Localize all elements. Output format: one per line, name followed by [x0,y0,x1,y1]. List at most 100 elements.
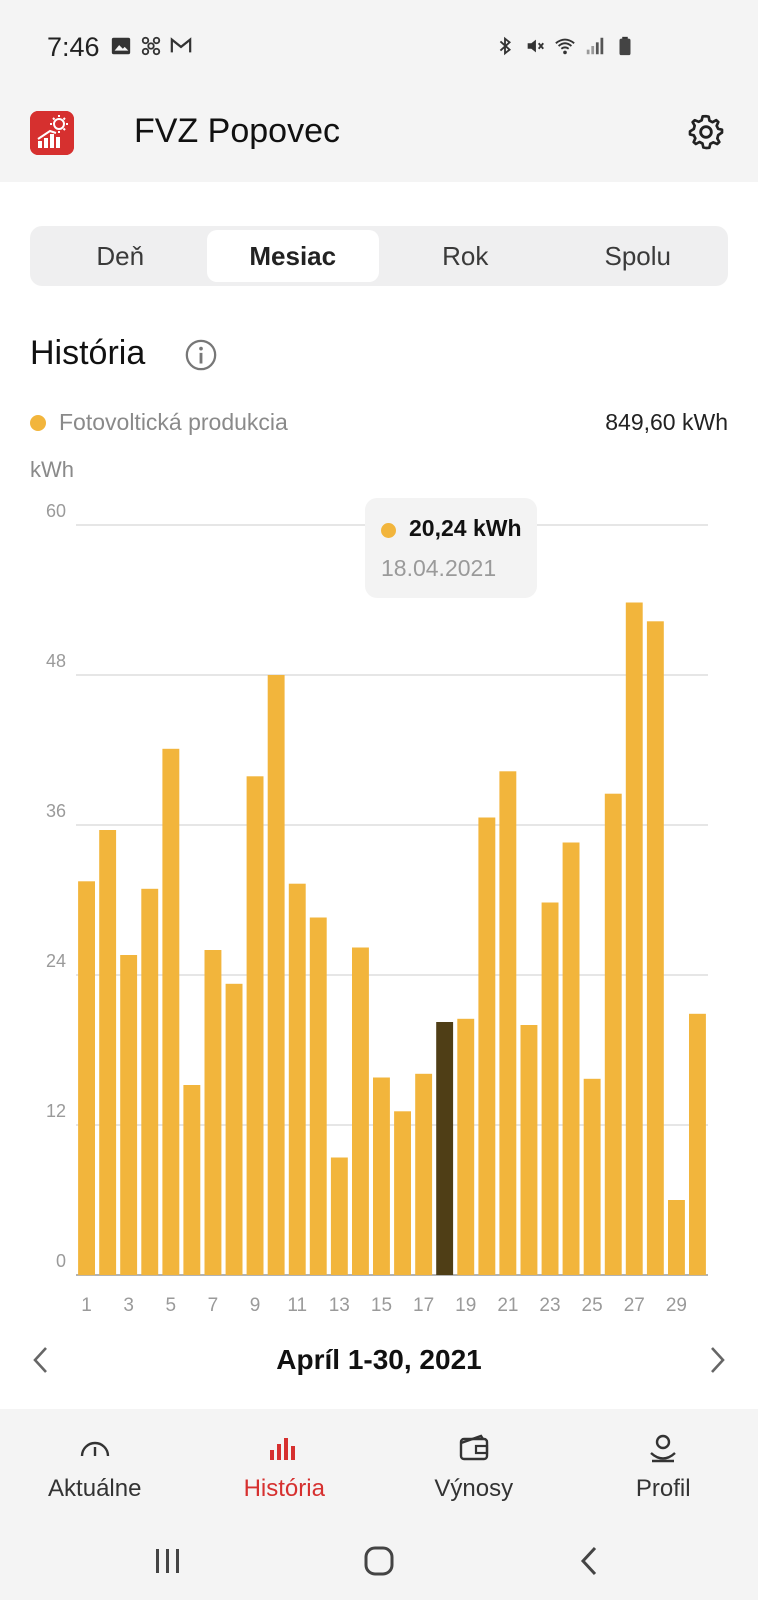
x-tick-label: 17 [413,1295,434,1315]
x-tick-label: 29 [666,1295,687,1315]
bar-day-4[interactable] [141,888,159,1276]
section-title: História [30,334,146,372]
pinwheel-icon [141,36,161,56]
bar-day-16[interactable] [394,1111,411,1276]
bar-day-3[interactable] [120,955,138,1275]
home-icon[interactable] [359,1541,399,1581]
settings-gear-icon[interactable] [686,112,726,152]
status-right-icons [494,34,636,58]
previous-period-chevron-left-icon[interactable] [26,1340,56,1380]
mute-icon [527,39,544,53]
y-tick-label: 12 [46,1101,66,1121]
nav-item-aktualne[interactable]: Aktuálne [0,1409,190,1529]
nav-item-historia[interactable]: História [190,1409,380,1529]
y-tick-label: 24 [46,951,66,971]
bar-day-28[interactable] [646,621,664,1275]
bar-day-1[interactable] [78,881,95,1276]
period-tabs: Deň Mesiac Rok Spolu [30,226,728,286]
x-tick-label: 21 [497,1295,518,1315]
y-tick-label: 60 [46,501,66,521]
back-icon[interactable] [570,1541,610,1581]
period-label: Apríl 1-30, 2021 [276,1344,482,1375]
wallet-icon [459,1434,488,1461]
bar-day-24[interactable] [562,842,580,1276]
app-logo-icon [30,111,74,155]
status-time: 7:46 [47,32,100,62]
y-tick-label: 0 [56,1251,66,1271]
x-tick-label: 25 [582,1295,603,1315]
bar-day-5[interactable] [162,748,180,1276]
next-period-chevron-right-icon[interactable] [702,1340,732,1380]
bar-day-19[interactable] [457,1018,475,1276]
y-tick-labels: 0 12 24 36 48 60 [46,501,66,1271]
x-tick-label: 11 [287,1295,307,1315]
x-tick-label: 5 [166,1295,177,1315]
x-tick-label: 23 [539,1295,560,1315]
signal-icon [586,37,604,55]
bar-day-30[interactable] [689,1013,706,1276]
bar-day-22[interactable] [520,1025,538,1275]
nav-label-profil: Profil [635,1475,691,1502]
x-tick-label: 15 [371,1295,392,1315]
bar-day-6[interactable] [183,1085,201,1275]
wifi-icon [555,38,575,55]
nav-label-aktualne: Aktuálne [48,1475,142,1502]
tooltip-date: 18.04.2021 [381,555,497,581]
status-bar: 7:46 [0,0,758,92]
bar-day-7[interactable] [204,950,222,1275]
app-bar: FVZ Popovec [0,92,758,182]
battery-icon [619,36,631,56]
bar-day-10[interactable] [267,675,285,1275]
bar-day-11[interactable] [288,883,306,1275]
recent-apps-icon[interactable] [148,1541,188,1581]
legend-total: 849,60 kWh [605,409,728,435]
status-left-icons [110,34,192,58]
legend-dot [30,415,46,431]
system-navigation-bar [0,1529,758,1600]
bar-day-20[interactable] [478,817,496,1276]
bar-day-2[interactable] [99,830,117,1275]
tooltip-value: 20,24 kWh [409,515,522,541]
bar-day-15[interactable] [373,1077,390,1276]
bar-day-25[interactable] [583,1078,601,1276]
bar-chart-icon [270,1438,296,1460]
bar-day-27[interactable] [625,602,643,1276]
x-tick-label: 9 [250,1295,261,1315]
nav-label-vynosy: Výnosy [434,1475,514,1502]
bluetooth-icon [499,36,511,56]
x-tick-label: 19 [455,1295,476,1315]
bar-day-26[interactable] [604,793,622,1275]
x-tick-label: 1 [81,1295,92,1315]
bar-day-8[interactable] [225,983,243,1276]
y-axis-unit-label: kWh [30,457,74,482]
nav-item-vynosy[interactable]: Výnosy [379,1409,569,1529]
bar-day-14[interactable] [352,947,369,1276]
x-tick-label: 27 [624,1295,645,1315]
x-tick-label: 3 [123,1295,134,1315]
info-icon[interactable] [184,338,218,372]
y-tick-label: 48 [46,651,66,671]
bar-day-29[interactable] [668,1200,685,1275]
legend-label: Fotovoltická produkcia [59,409,288,435]
bottom-navigation: Aktuálne História Výnosy Profil [0,1409,758,1529]
bar-day-17[interactable] [415,1073,433,1276]
nav-item-profil[interactable]: Profil [569,1409,758,1529]
bar-day-21[interactable] [499,771,517,1276]
profile-icon [650,1434,677,1463]
tab-rok[interactable]: Rok [442,240,489,271]
bar-day-18[interactable] [436,1022,454,1275]
tab-den[interactable]: Deň [96,240,145,271]
tab-mesiac[interactable]: Mesiac [206,230,379,282]
bar-day-13[interactable] [330,1157,348,1276]
bar-day-23[interactable] [541,902,559,1276]
bar-day-9[interactable] [246,776,264,1275]
gauge-icon [80,1441,109,1457]
app-title: FVZ Popovec [134,112,340,150]
chart-bars[interactable] [78,602,706,1276]
bar-day-12[interactable] [309,917,327,1276]
tab-spolu[interactable]: Spolu [604,240,672,271]
x-tick-label: 13 [329,1295,350,1315]
gmail-icon [170,37,192,53]
image-icon [111,37,131,55]
